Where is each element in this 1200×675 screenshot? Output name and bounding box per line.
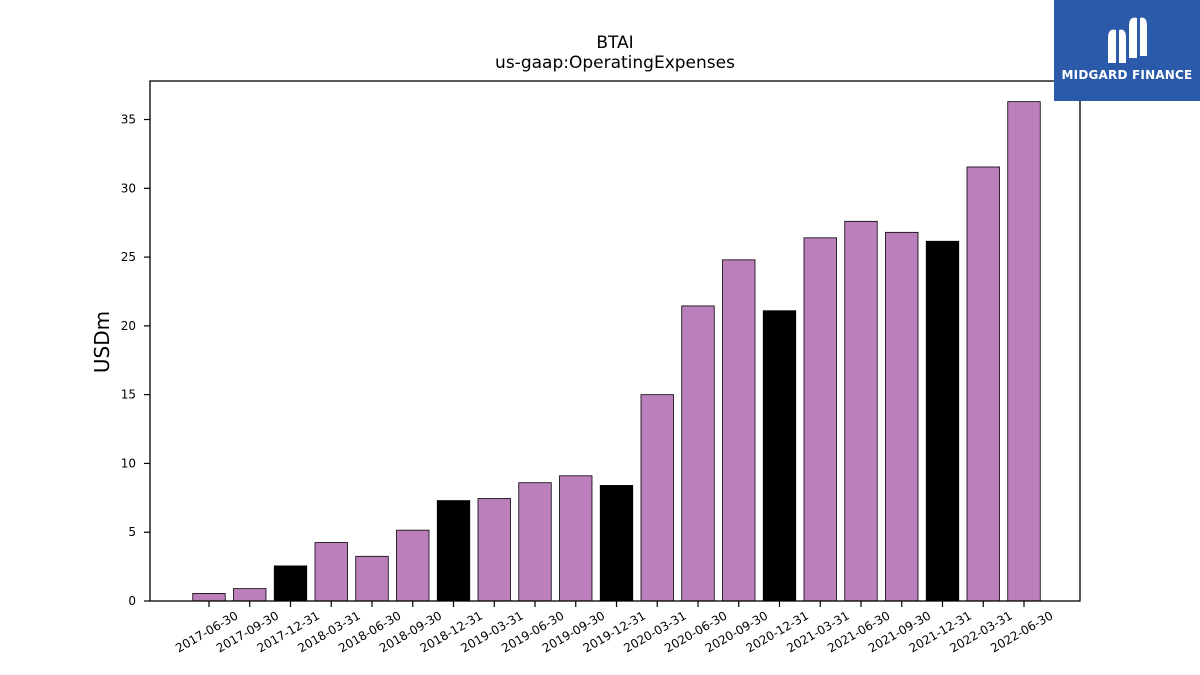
y-axis-ticks: 0 5 10 15 20 25 30 35: [121, 113, 150, 608]
bar-2022-06-30: [1007, 101, 1041, 602]
bar-2018-03-31: [314, 542, 348, 602]
bar-2019-03-31: [477, 498, 511, 602]
bar-2020-06-30: [681, 305, 715, 602]
bar-2018-09-30: [396, 529, 430, 602]
midgard-finance-logo: MIDGARD FINANCE: [1054, 0, 1200, 101]
bar-2020-03-31: [640, 394, 674, 602]
midgard-logo-icon: [1108, 17, 1147, 64]
y-tick-label: 30: [121, 181, 136, 195]
chart-subtitle: us-gaap:OperatingExpenses: [495, 53, 735, 73]
y-tick-label: 20: [121, 319, 136, 333]
bar-2021-03-31: [803, 237, 837, 602]
bar-2018-12-31: [436, 500, 471, 602]
bar-2020-12-31: [762, 310, 797, 602]
x-axis-ticks: 2017-06-302017-09-302017-12-312018-03-31…: [173, 601, 1056, 655]
bar-2018-06-30: [355, 555, 389, 602]
bar-2021-12-31: [925, 240, 960, 602]
bar-2020-09-30: [722, 259, 756, 602]
y-tick-label: 0: [128, 594, 136, 608]
logo-text: MIDGARD FINANCE: [1061, 68, 1193, 82]
bar-2019-09-30: [559, 475, 593, 602]
bar-2019-12-31: [599, 485, 634, 602]
bar-2021-09-30: [885, 231, 919, 602]
bar-2017-09-30: [233, 588, 267, 602]
y-axis-label: USDm: [90, 311, 114, 373]
y-tick-label: 35: [121, 113, 136, 127]
y-tick-label: 15: [121, 388, 136, 402]
bar-2017-06-30: [192, 593, 226, 602]
bar-2022-03-31: [966, 166, 1000, 602]
y-tick-label: 10: [121, 456, 136, 470]
bar-2021-06-30: [844, 220, 878, 602]
plot-frame: [149, 80, 1081, 602]
y-tick-label: 25: [121, 250, 136, 264]
bar-2019-06-30: [518, 482, 552, 602]
bar-2017-12-31: [273, 565, 308, 602]
bars: [192, 101, 1041, 602]
chart-title: BTAI: [596, 33, 633, 53]
y-tick-label: 5: [128, 525, 136, 539]
